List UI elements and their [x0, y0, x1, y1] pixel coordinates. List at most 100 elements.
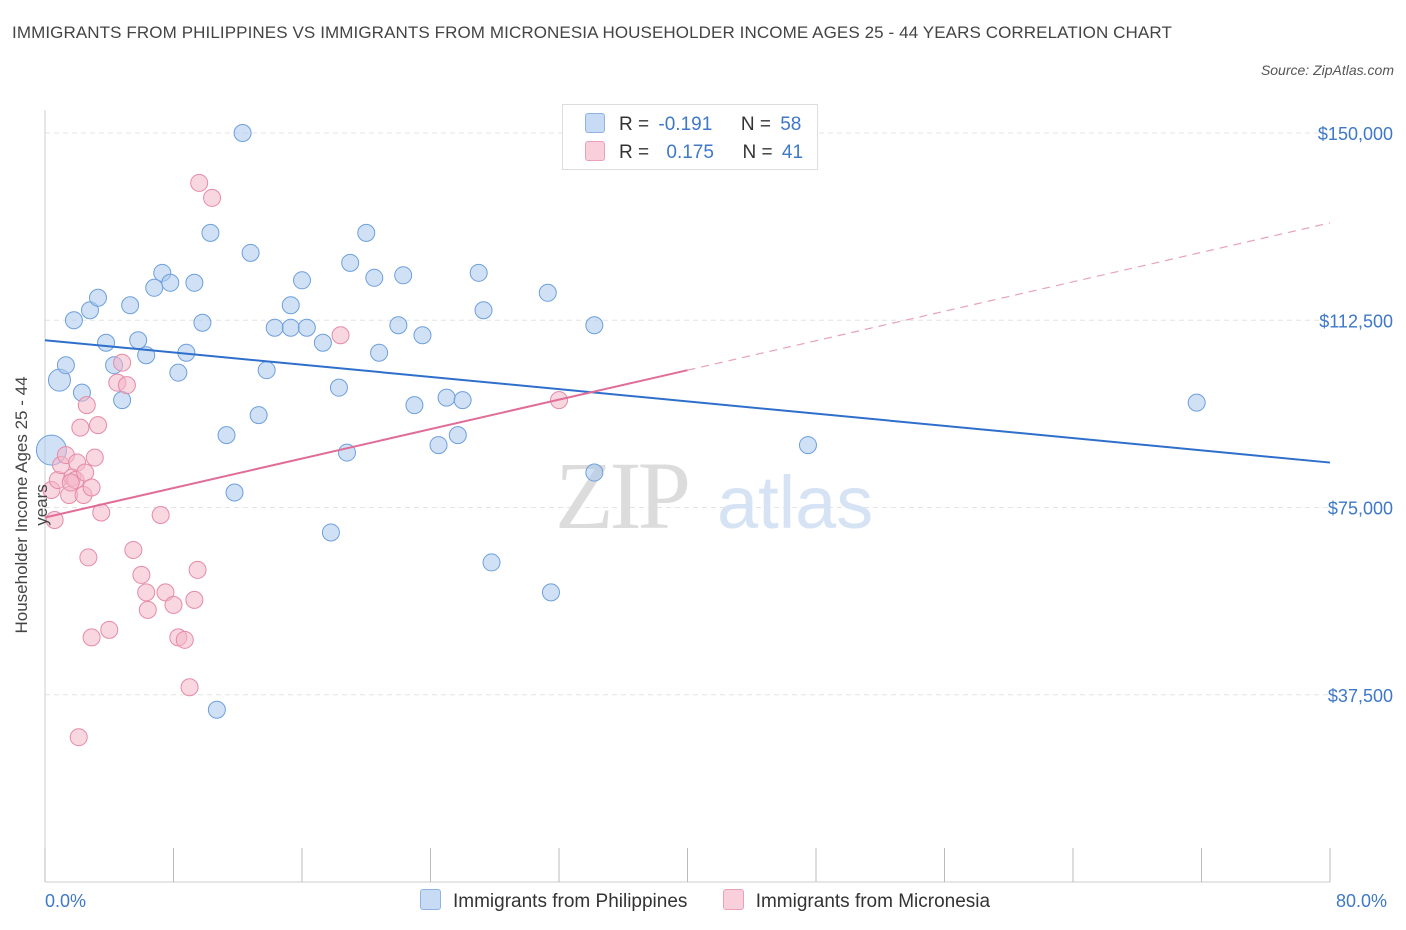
point-0-55[interactable] — [798, 436, 817, 455]
point-0-41[interactable] — [394, 266, 413, 285]
legend-label-philippines: Immigrants from Philippines — [453, 891, 688, 912]
point-1-9[interactable] — [69, 728, 88, 747]
series-0-points — [35, 124, 1206, 719]
watermark: ZIP atlas — [555, 442, 873, 549]
point-0-36[interactable] — [341, 253, 360, 272]
point-1-27[interactable] — [151, 505, 170, 524]
point-0-26[interactable] — [257, 361, 276, 380]
point-0-20[interactable] — [201, 223, 220, 242]
points-layer — [35, 124, 1206, 747]
series-legend: Immigrants from Philippines Immigrants f… — [420, 889, 1020, 913]
point-0-15[interactable] — [161, 273, 180, 292]
point-1-10[interactable] — [71, 418, 90, 437]
point-1-25[interactable] — [137, 583, 156, 602]
point-0-38[interactable] — [365, 268, 384, 287]
point-1-21[interactable] — [113, 353, 132, 372]
point-1-33[interactable] — [185, 590, 204, 609]
point-1-19[interactable] — [100, 620, 119, 639]
correlation-legend: R = -0.191 N = 58 R = 0.175 N = 41 — [562, 104, 818, 170]
point-1-34[interactable] — [188, 560, 207, 579]
point-1-24[interactable] — [132, 565, 151, 584]
point-1-17[interactable] — [89, 416, 108, 435]
point-1-14[interactable] — [79, 548, 98, 567]
legend-item-philippines[interactable]: Immigrants from Philippines — [420, 889, 687, 913]
point-0-42[interactable] — [405, 396, 424, 415]
point-0-44[interactable] — [429, 436, 448, 455]
point-0-7[interactable] — [97, 333, 116, 352]
point-0-28[interactable] — [281, 318, 300, 337]
n-value-philippines: 58 — [780, 114, 802, 135]
point-0-45[interactable] — [437, 388, 456, 407]
point-1-13[interactable] — [77, 396, 96, 415]
point-0-54[interactable] — [585, 316, 604, 335]
point-0-9[interactable] — [113, 391, 132, 410]
point-0-25[interactable] — [249, 406, 268, 425]
point-0-51[interactable] — [538, 283, 557, 302]
y-axis-label: Householder Income Ages 25 - 44 years — [12, 376, 51, 634]
point-0-6[interactable] — [89, 288, 108, 307]
point-0-27[interactable] — [265, 318, 284, 337]
point-0-48[interactable] — [469, 263, 488, 282]
point-0-18[interactable] — [185, 273, 204, 292]
point-1-26[interactable] — [138, 600, 157, 619]
point-0-46[interactable] — [448, 426, 467, 445]
x-tick-label-max: 80.0% — [1336, 891, 1388, 911]
point-0-50[interactable] — [482, 553, 501, 572]
point-1-35[interactable] — [190, 173, 209, 192]
point-1-40[interactable] — [82, 478, 101, 497]
point-0-52[interactable] — [541, 583, 560, 602]
r-label: R = — [619, 142, 650, 163]
point-1-29[interactable] — [164, 595, 183, 614]
point-0-29[interactable] — [281, 296, 300, 315]
gridlines — [45, 132, 1330, 696]
point-1-32[interactable] — [180, 678, 199, 697]
point-0-30[interactable] — [293, 271, 311, 290]
point-0-57[interactable] — [207, 700, 226, 719]
point-1-37[interactable] — [331, 326, 350, 345]
point-0-23[interactable] — [233, 124, 252, 142]
point-0-56[interactable] — [1187, 393, 1206, 412]
point-0-40[interactable] — [389, 316, 408, 335]
point-1-31[interactable] — [175, 630, 194, 649]
n-label: N = — [742, 142, 773, 163]
point-0-10[interactable] — [121, 296, 140, 315]
trendline-1-extension — [687, 222, 1331, 371]
point-0-21[interactable] — [217, 426, 236, 445]
legend-swatch-micronesia — [585, 141, 605, 161]
point-0-3[interactable] — [64, 311, 83, 330]
point-1-16[interactable] — [85, 448, 104, 467]
point-0-49[interactable] — [474, 301, 493, 320]
point-0-24[interactable] — [241, 243, 260, 262]
point-0-33[interactable] — [321, 523, 340, 542]
point-0-2[interactable] — [56, 356, 75, 375]
legend-item-micronesia[interactable]: Immigrants from Micronesia — [722, 889, 990, 913]
trendline-1 — [44, 369, 688, 519]
point-0-32[interactable] — [313, 333, 332, 352]
legend-row-micronesia: R = 0.175 N = 41 — [585, 141, 803, 167]
point-0-19[interactable] — [193, 313, 212, 332]
point-1-23[interactable] — [124, 540, 143, 559]
source-label: Source: ZipAtlas.com — [1260, 62, 1394, 78]
point-1-15[interactable] — [82, 628, 101, 647]
point-0-47[interactable] — [453, 391, 472, 410]
point-1-22[interactable] — [117, 376, 136, 395]
y-tick-label-1: $75,000 — [1328, 499, 1393, 519]
point-0-11[interactable] — [129, 331, 148, 350]
point-1-36[interactable] — [203, 188, 222, 207]
point-0-16[interactable] — [169, 363, 188, 382]
point-0-39[interactable] — [370, 343, 389, 362]
point-0-34[interactable] — [329, 378, 348, 397]
point-0-53[interactable] — [585, 463, 604, 482]
point-1-12[interactable] — [76, 463, 95, 482]
point-1-39[interactable] — [61, 473, 80, 492]
point-0-43[interactable] — [413, 326, 432, 345]
legend-row-philippines: R = -0.191 N = 58 — [585, 113, 801, 139]
r-value-micronesia: 0.175 — [666, 142, 714, 163]
point-0-22[interactable] — [225, 483, 244, 502]
legend-swatch-philippines — [585, 113, 605, 133]
point-0-37[interactable] — [357, 223, 376, 242]
point-0-31[interactable] — [297, 318, 316, 337]
legend-swatch-micronesia — [722, 889, 744, 910]
point-0-13[interactable] — [145, 278, 164, 297]
